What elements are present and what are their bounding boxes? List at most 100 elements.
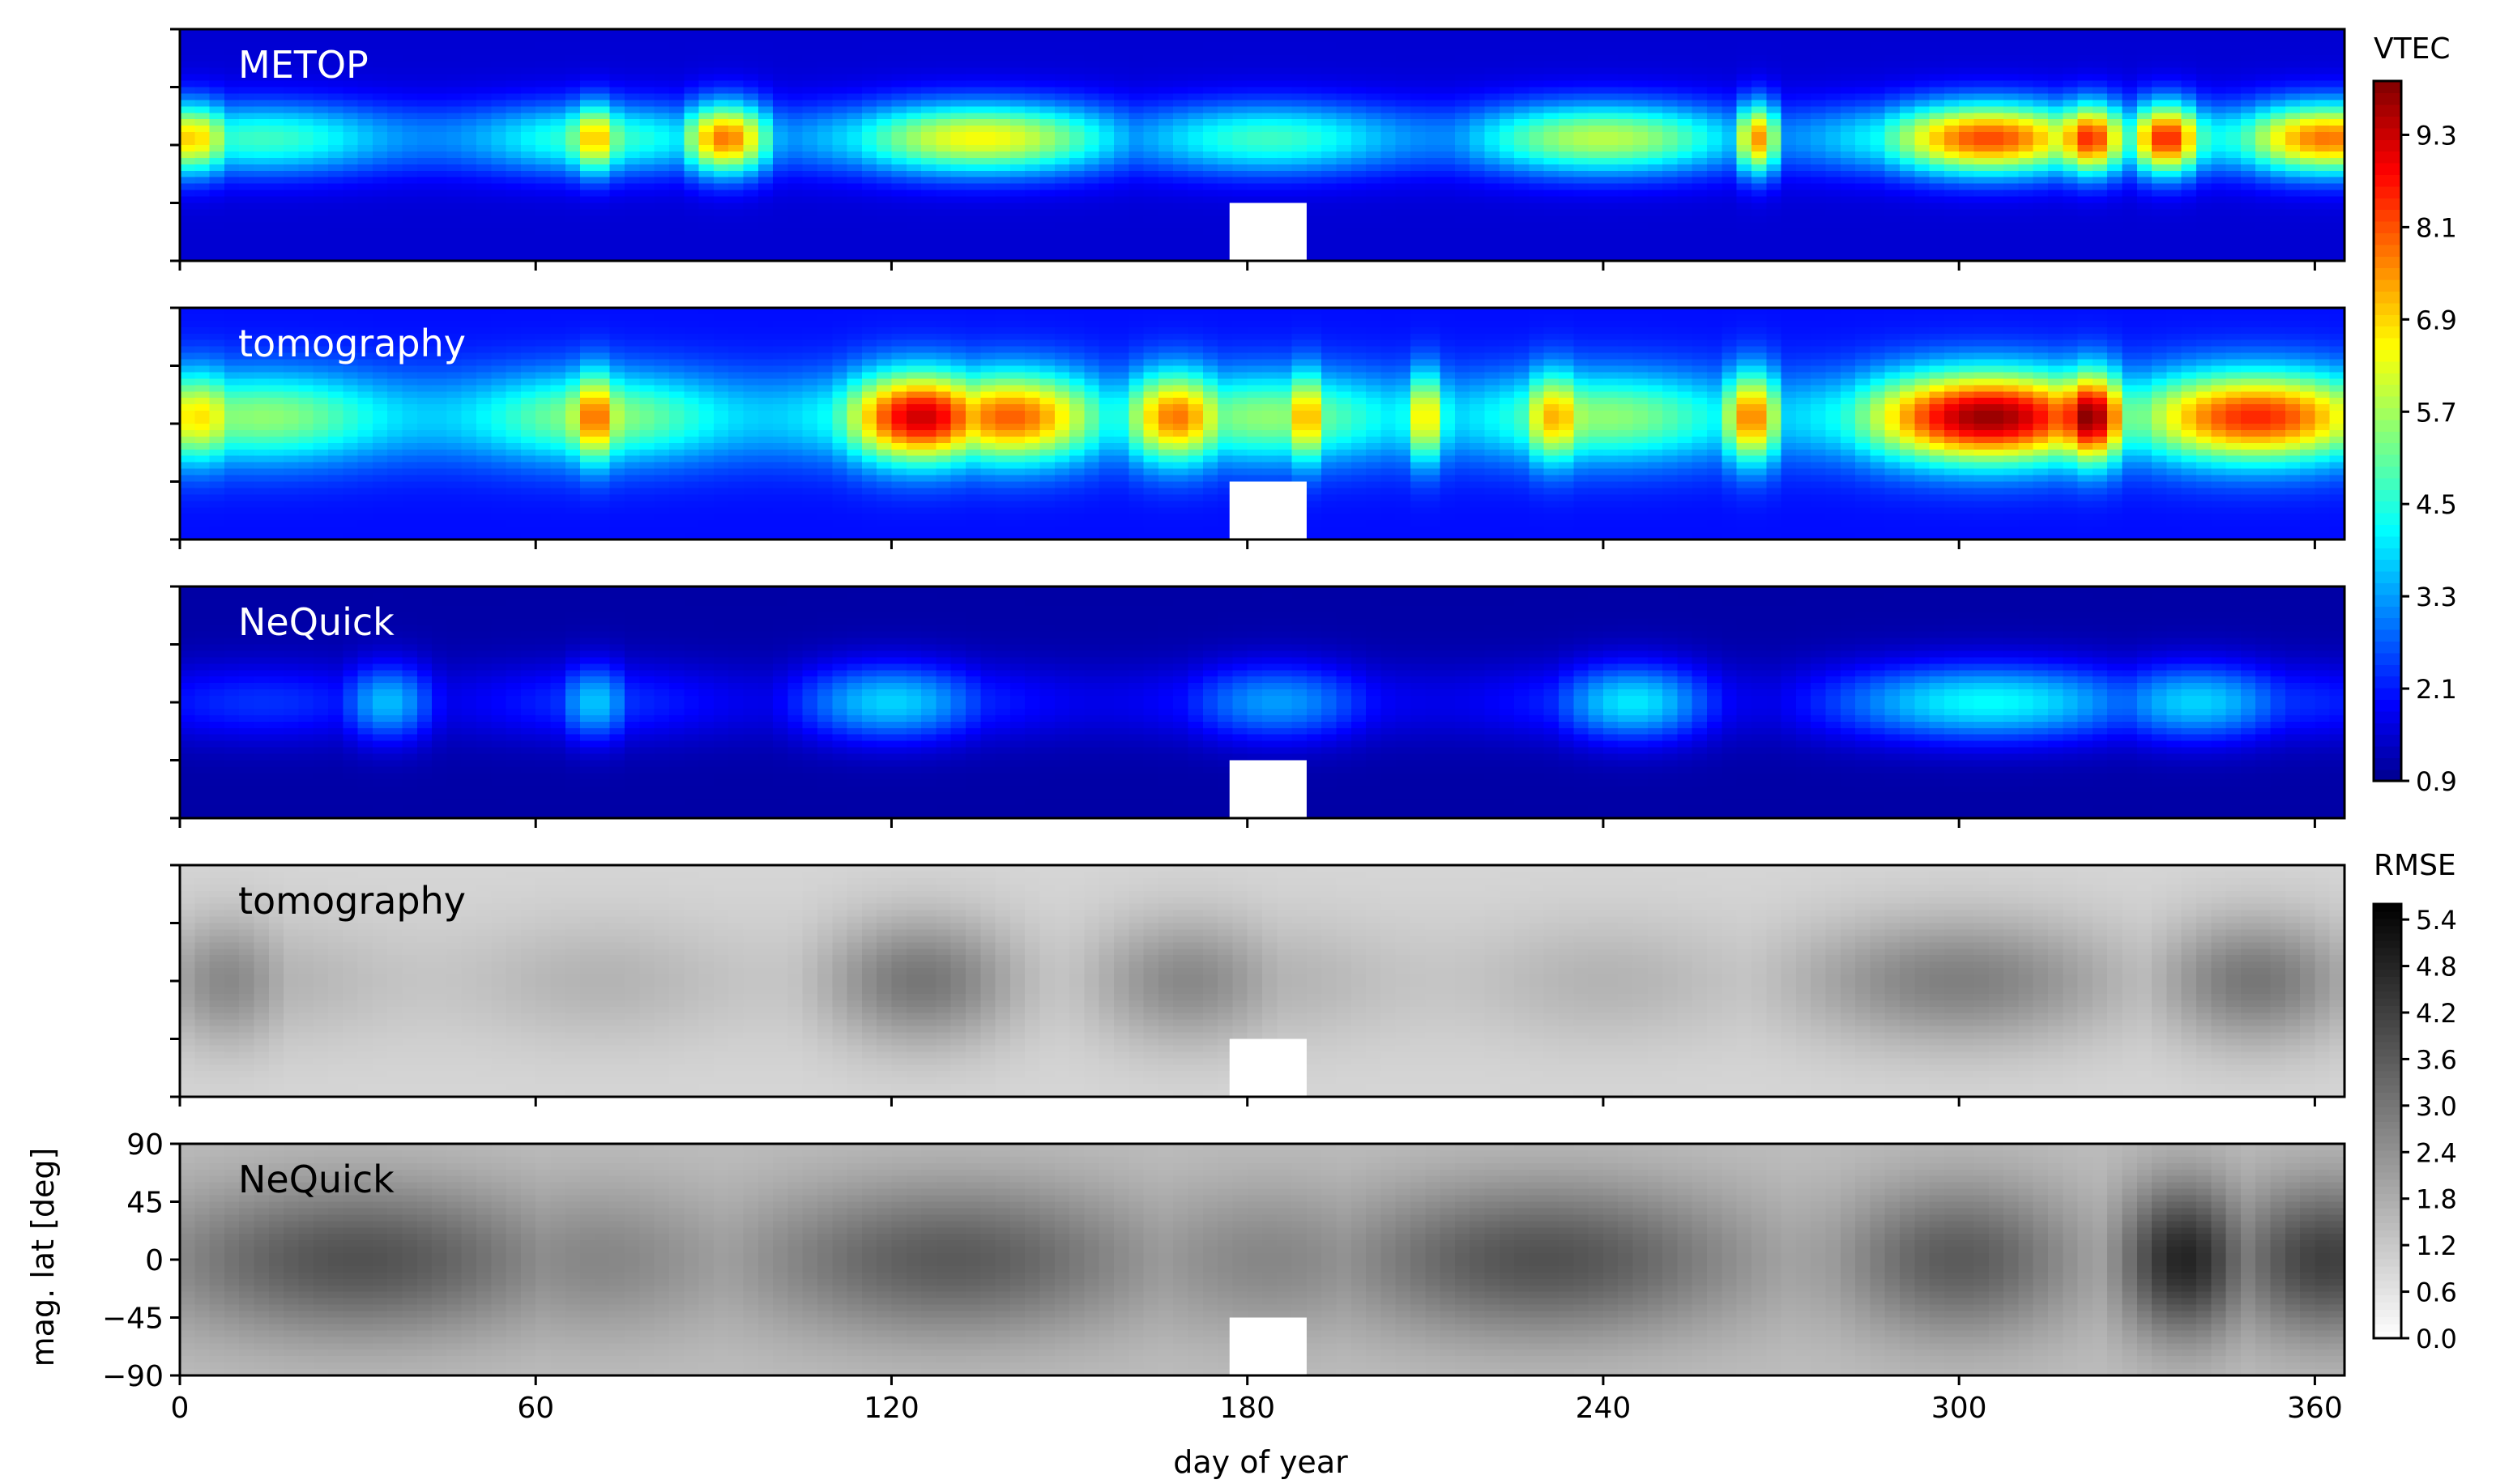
heatmap-cell xyxy=(757,29,774,36)
heatmap-cell xyxy=(906,106,922,114)
heatmap-cell xyxy=(1899,254,1916,262)
heatmap-cell xyxy=(1559,48,1575,56)
heatmap-cell xyxy=(1277,29,1293,36)
heatmap-cell xyxy=(343,35,359,43)
heatmap-cell xyxy=(1543,228,1559,237)
heatmap-cell xyxy=(254,183,270,191)
heatmap-cell xyxy=(684,113,700,121)
heatmap-cell xyxy=(1232,183,1248,191)
heatmap-cell xyxy=(1766,80,1782,88)
heatmap-cell xyxy=(609,87,625,95)
heatmap-cell xyxy=(698,215,715,224)
heatmap-cell xyxy=(2107,241,2123,249)
heatmap-cell xyxy=(1914,164,1931,172)
heatmap-cell xyxy=(520,29,537,36)
heatmap-cell xyxy=(1618,74,1634,82)
heatmap-cell xyxy=(921,177,937,185)
heatmap-cell xyxy=(1543,151,1559,159)
heatmap-cell xyxy=(224,228,240,237)
heatmap-cell xyxy=(343,203,359,211)
heatmap-cell xyxy=(1158,139,1174,146)
heatmap-cell xyxy=(446,106,463,114)
heatmap-cell xyxy=(668,54,685,62)
heatmap-cell xyxy=(239,222,255,230)
heatmap-cell xyxy=(284,209,300,217)
heatmap-cell xyxy=(1543,74,1559,82)
heatmap-cell xyxy=(1514,48,1530,56)
heatmap-cell xyxy=(2195,67,2212,75)
heatmap-cell xyxy=(1336,215,1352,224)
heatmap-cell xyxy=(535,157,552,165)
heatmap-cell xyxy=(1514,80,1530,88)
heatmap-cell xyxy=(1129,254,1145,262)
heatmap-cell xyxy=(1722,196,1738,204)
heatmap-cell xyxy=(1988,183,2004,191)
heatmap-cell xyxy=(713,203,729,211)
heatmap-cell xyxy=(565,203,581,211)
heatmap-cell xyxy=(1410,157,1427,165)
heatmap-cell xyxy=(416,235,433,242)
heatmap-cell xyxy=(194,254,211,262)
heatmap-cell xyxy=(832,190,848,198)
heatmap-cell xyxy=(2077,209,2093,217)
heatmap-cell xyxy=(743,254,759,262)
heatmap-cell xyxy=(1825,35,1841,43)
heatmap-cell xyxy=(446,196,463,204)
heatmap-cell xyxy=(847,177,863,185)
heatmap-cell xyxy=(847,132,863,139)
heatmap-cell xyxy=(1113,54,1130,62)
heatmap-cell xyxy=(639,100,655,108)
heatmap-cell xyxy=(921,48,937,56)
heatmap-cell xyxy=(1855,190,1871,198)
heatmap-cell xyxy=(1291,132,1308,139)
heatmap-cell xyxy=(506,67,522,75)
heatmap-cell xyxy=(1943,119,1960,126)
heatmap-cell xyxy=(491,29,507,36)
heatmap-cell xyxy=(1751,80,1768,88)
heatmap-cell xyxy=(2077,235,2093,242)
heatmap-cell xyxy=(1425,54,1441,62)
heatmap-cell xyxy=(565,139,581,146)
heatmap-cell xyxy=(476,222,493,230)
heatmap-cell xyxy=(1410,228,1427,237)
heatmap-cell xyxy=(1988,190,2004,198)
heatmap-cell xyxy=(1188,228,1204,237)
heatmap-cell xyxy=(1811,209,1827,217)
heatmap-cell xyxy=(1380,48,1397,56)
heatmap-cell xyxy=(980,119,996,126)
heatmap-cell xyxy=(1306,100,1322,108)
heatmap-cell xyxy=(1039,35,1056,43)
heatmap-cell xyxy=(446,177,463,185)
heatmap-cell xyxy=(446,157,463,165)
heatmap-cell xyxy=(224,113,240,121)
heatmap-cell xyxy=(1410,151,1427,159)
heatmap-cell xyxy=(802,41,818,49)
heatmap-cell xyxy=(1291,190,1308,198)
heatmap-cell xyxy=(506,209,522,217)
heatmap-cell xyxy=(224,209,240,217)
heatmap-cell xyxy=(1943,74,1960,82)
heatmap-cell xyxy=(1632,183,1649,191)
heatmap-cell xyxy=(1129,132,1145,139)
heatmap-cell xyxy=(1025,139,1041,146)
heatmap-cell xyxy=(1943,113,1960,121)
heatmap-cell xyxy=(1499,183,1515,191)
heatmap-cell xyxy=(328,222,344,230)
heatmap-cell xyxy=(180,170,196,178)
heatmap-cell xyxy=(861,164,877,172)
heatmap-cell xyxy=(877,228,893,237)
heatmap-cell xyxy=(861,54,877,62)
heatmap-cell xyxy=(1662,87,1679,95)
heatmap-cell xyxy=(1914,241,1931,249)
heatmap-cell xyxy=(1602,196,1619,204)
heatmap-cell xyxy=(1736,254,1752,262)
heatmap-cell xyxy=(728,190,745,198)
heatmap-cell xyxy=(817,61,834,69)
heatmap-cell xyxy=(1218,93,1234,101)
heatmap-cell xyxy=(1973,170,1990,178)
heatmap-cell xyxy=(1470,80,1486,88)
heatmap-cell xyxy=(476,145,493,152)
heatmap-cell xyxy=(2152,222,2168,230)
heatmap-cell xyxy=(520,139,537,146)
heatmap-cell xyxy=(2107,222,2123,230)
